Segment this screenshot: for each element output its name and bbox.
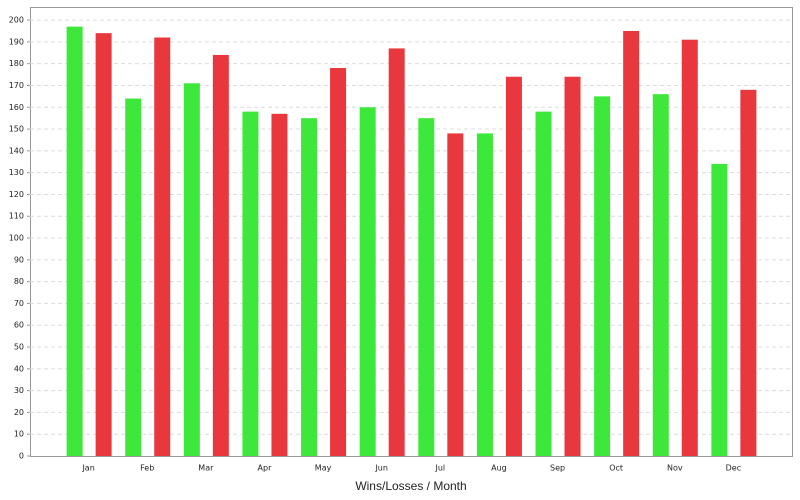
x-tick-label: Jun	[374, 464, 388, 473]
y-tick-label: 70	[14, 299, 24, 308]
bar	[505, 76, 522, 457]
y-tick-label: 40	[14, 364, 24, 373]
x-tick-label: Feb	[140, 464, 154, 473]
x-axis-label: Wins/Losses / Month	[355, 479, 466, 493]
bar	[66, 26, 83, 456]
y-tick-label: 90	[14, 255, 24, 264]
bar	[183, 83, 200, 456]
bar	[154, 37, 171, 457]
y-tick-label: 140	[9, 146, 24, 155]
x-tick-label: Nov	[667, 464, 683, 473]
y-tick-label: 110	[9, 212, 24, 221]
bar	[271, 113, 288, 457]
y-tick-label: 180	[9, 59, 24, 68]
bar	[388, 48, 405, 456]
bar	[301, 118, 318, 457]
y-tick-label: 150	[9, 125, 24, 134]
bar	[95, 33, 112, 457]
y-tick-label: 80	[14, 277, 24, 286]
x-tick-label: Apr	[258, 464, 273, 473]
bar	[564, 76, 581, 457]
y-tick-label: 170	[9, 81, 24, 90]
x-tick-label: May	[315, 464, 332, 473]
bar	[623, 30, 640, 456]
x-tick-label: Jul	[434, 464, 445, 473]
plot-frame	[30, 7, 793, 457]
y-tick-label: 60	[14, 321, 24, 330]
y-tick-label: 20	[14, 408, 24, 417]
bar	[447, 133, 464, 456]
bar	[535, 111, 552, 456]
bar	[330, 68, 347, 457]
x-tick-label: Dec	[726, 464, 741, 473]
bar	[242, 111, 259, 456]
bar	[711, 163, 728, 456]
bar	[212, 54, 229, 457]
y-tick-label: 10	[14, 430, 24, 439]
bar	[681, 39, 698, 456]
x-tick-label: Sep	[550, 464, 565, 473]
y-tick-label: 160	[9, 103, 24, 112]
x-tick-label: Mar	[198, 464, 214, 473]
bar	[594, 96, 611, 456]
y-tick-label: 30	[14, 386, 24, 395]
bar	[418, 118, 435, 457]
y-tick-label: 190	[9, 37, 24, 46]
x-tick-label: Aug	[491, 464, 507, 473]
bar	[740, 89, 757, 456]
y-tick-label: 120	[9, 190, 24, 199]
y-tick-label: 0	[19, 452, 24, 461]
y-tick-label: 130	[9, 168, 24, 177]
y-tick-label: 50	[14, 343, 24, 352]
y-tick-label: 100	[9, 234, 24, 243]
bar	[476, 133, 493, 456]
bar	[359, 107, 376, 456]
x-tick-label: Jan	[81, 464, 94, 473]
y-tick-label: 200	[9, 16, 24, 25]
bar	[652, 94, 669, 457]
bar	[125, 98, 142, 456]
x-tick-label: Oct	[609, 464, 623, 473]
